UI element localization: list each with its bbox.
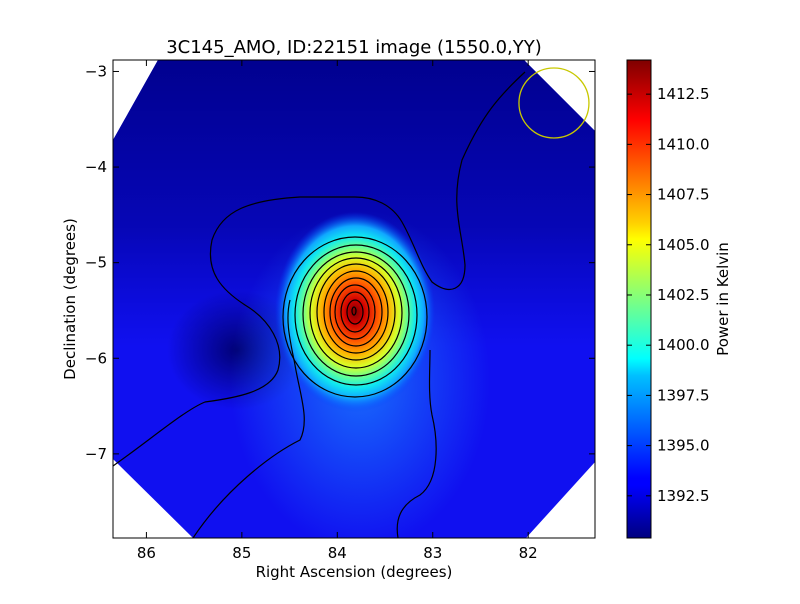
colorbar-tick-label: 1400.0 xyxy=(657,336,710,354)
colorbar-tick-label: 1405.0 xyxy=(657,236,710,254)
y-tick-label: −5 xyxy=(85,254,107,272)
contour-level-8 xyxy=(334,284,376,340)
heatmap-image xyxy=(113,60,595,538)
colorbar: 1392.5 1395.0 1397.5 1400.0 1402.5 1405.0 1407… xyxy=(626,59,732,539)
beam-marker xyxy=(518,67,590,139)
contour-level-7 xyxy=(329,277,383,347)
colorbar-tick-label: 1407.5 xyxy=(657,186,710,204)
contour-level-11 xyxy=(351,306,357,316)
colorbar-label: Power in Kelvin xyxy=(714,242,732,356)
y-tick-label: −6 xyxy=(85,349,107,367)
y-tick-label: −4 xyxy=(85,158,107,176)
colorbar-frame xyxy=(626,59,652,539)
colorbar-tick-label: 1402.5 xyxy=(657,286,710,304)
colorbar-tick-label: 1410.0 xyxy=(657,135,710,153)
contour-lower-left-path xyxy=(192,299,305,538)
contour-level-3 xyxy=(302,251,410,377)
colorbar-ticks: 1392.5 1395.0 1397.5 1400.0 1402.5 1405.0 1407… xyxy=(627,85,710,505)
contour-level-5 xyxy=(316,263,396,361)
y-axis: −3 −4 −5 −6 −7 xyxy=(85,62,595,463)
colorbar-tick-label: 1392.5 xyxy=(657,487,710,505)
contour-level-1 xyxy=(282,236,428,398)
x-axis: 86 85 84 83 82 xyxy=(137,60,538,562)
x-axis-label: Right Ascension (degrees) xyxy=(256,563,453,581)
colorbar-tick-label: 1395.0 xyxy=(657,437,710,455)
colorbar-gradient xyxy=(627,60,651,538)
contour-outer-path xyxy=(113,71,526,467)
heatmap-peak xyxy=(275,212,435,412)
y-tick-label: −3 xyxy=(85,62,107,80)
contour-level-4 xyxy=(309,257,403,369)
contour-level-10 xyxy=(346,299,364,325)
colorbar-tick-label: 1397.5 xyxy=(657,386,710,404)
x-tick-label: 86 xyxy=(137,544,156,562)
x-tick-label: 84 xyxy=(328,544,347,562)
contour-level-9 xyxy=(340,291,370,333)
contour-level-6 xyxy=(323,270,389,354)
contour-level-2 xyxy=(294,244,418,386)
contour-lower-right-path xyxy=(396,349,437,538)
chart-title: 3C145_AMO, ID:22151 image (1550.0,YY) xyxy=(166,37,542,58)
x-tick-label: 83 xyxy=(423,544,442,562)
colorbar-tick-label: 1412.5 xyxy=(657,85,710,103)
y-tick-label: −7 xyxy=(85,445,107,463)
x-tick-label: 85 xyxy=(232,544,251,562)
x-tick-label: 82 xyxy=(519,544,538,562)
y-axis-label: Declination (degrees) xyxy=(61,218,79,380)
plot-area xyxy=(112,59,596,539)
contour-lines xyxy=(113,71,526,538)
plot-frame xyxy=(112,59,596,539)
